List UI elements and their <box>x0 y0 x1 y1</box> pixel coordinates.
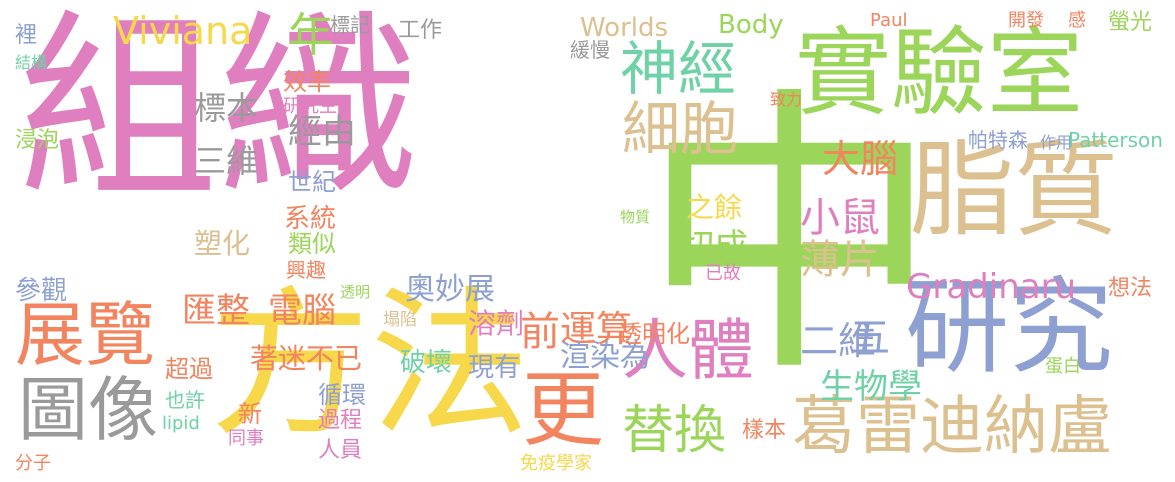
word: 人體 <box>622 312 754 389</box>
word: 系統 <box>284 204 337 234</box>
word: 開發 <box>1008 10 1044 31</box>
word: 實驗室 <box>795 17 1083 129</box>
word: 匯整 <box>182 291 250 331</box>
word: 電腦 <box>268 291 336 331</box>
word: 五 <box>850 315 890 361</box>
word: 之餘 <box>686 191 743 224</box>
word: 超過 <box>165 355 213 383</box>
word: 世紀 <box>288 168 336 196</box>
word: 渲染為 <box>560 339 650 374</box>
word: 著迷不已 <box>250 342 363 375</box>
word: 圖像 <box>18 369 158 451</box>
word: 致力 <box>770 90 803 109</box>
word: Paul <box>870 10 908 31</box>
word: 薄片 <box>800 237 880 283</box>
word: 作用 <box>1040 133 1073 152</box>
word: 破壞 <box>400 348 453 378</box>
word: 透明 <box>340 283 371 301</box>
word: 想法 <box>1108 276 1153 301</box>
word: 裡 <box>15 23 38 48</box>
word: 大腦 <box>822 137 899 181</box>
word: 新 <box>238 400 262 428</box>
word: 感 <box>1068 10 1086 31</box>
word: 類似 <box>288 230 336 258</box>
word: 替換 <box>622 401 727 461</box>
word: 結構 <box>15 53 48 72</box>
word: 運算 <box>560 309 633 350</box>
word: 二維 <box>800 319 877 363</box>
word: Viviana <box>113 9 253 53</box>
word: 已故 <box>705 263 741 284</box>
word: 更 <box>522 363 605 458</box>
word: 小鼠 <box>800 195 880 241</box>
word: 塌陷 <box>383 310 417 330</box>
word: 過程 <box>318 408 363 433</box>
word: Body <box>718 10 784 40</box>
word: 細胞 <box>622 95 739 163</box>
word: 奧妙展 <box>405 272 495 307</box>
word: 溶劑 <box>468 307 525 340</box>
word: 帕特森 <box>968 128 1028 152</box>
word: lipid <box>162 413 200 434</box>
word: Patterson <box>1068 128 1163 152</box>
word: 中 <box>640 63 940 412</box>
word: 標記 <box>330 13 370 37</box>
word: 興趣 <box>286 258 326 282</box>
word: 標本 <box>194 89 259 127</box>
word: 浸泡 <box>15 128 60 153</box>
word: 透明化 <box>618 320 690 348</box>
word: 緩慢 <box>570 38 610 62</box>
word: 脂質 <box>910 129 1119 251</box>
word: 組織 <box>18 0 419 226</box>
word: 循環 <box>318 381 366 409</box>
word: 效率 <box>283 68 331 96</box>
word: 三維 <box>194 142 259 180</box>
word: 葛雷迪納盧 <box>792 390 1112 464</box>
word: 研究生 <box>283 96 337 117</box>
word: 切成 <box>680 227 748 267</box>
word: 參觀 <box>15 276 68 306</box>
word: 神經 <box>620 35 737 103</box>
word: 同事 <box>228 428 264 449</box>
word: 年 <box>288 8 334 62</box>
word: 研究 <box>905 266 1114 388</box>
word: 也許 <box>165 388 205 412</box>
word: Worlds <box>580 13 669 43</box>
word: 現有 <box>468 353 521 383</box>
word: 蛋白 <box>1045 356 1081 377</box>
word: 方法 <box>210 271 531 458</box>
word: 工作 <box>398 18 443 43</box>
word: 螢光 <box>1108 10 1153 35</box>
word: 生物學 <box>820 367 922 407</box>
word: Gradinaru <box>906 267 1077 307</box>
word: 物質 <box>620 208 651 226</box>
word: 經由 <box>288 112 356 152</box>
word: 免疫學家 <box>520 453 592 474</box>
word: 前 <box>520 309 560 355</box>
word: 展覽 <box>15 294 155 376</box>
word: 分子 <box>15 453 51 474</box>
word: 人員 <box>318 438 363 463</box>
word: 塑化 <box>194 227 251 260</box>
word: 樣本 <box>742 418 787 443</box>
